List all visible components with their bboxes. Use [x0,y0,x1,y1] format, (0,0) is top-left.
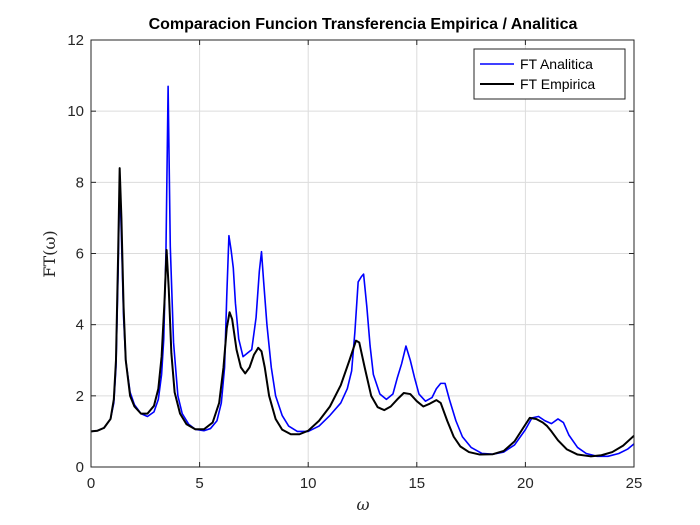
x-tick-label-0: 0 [87,475,95,492]
x-tick-label-5: 25 [626,475,643,492]
legend: FT Analitica FT Empirica [473,48,626,100]
x-tick-label-4: 20 [517,475,534,492]
y-axis-label: FT(ω) [40,230,59,277]
legend-box [473,48,626,100]
series-line-ft-empirica [90,167,635,458]
y-tick-label-0: 0 [76,459,84,476]
chart-title: Comparacion Funcion Transferencia Empiri… [149,16,578,33]
legend-label-1: FT Empirica [520,76,595,92]
y-tick-label-6: 12 [67,32,84,49]
grid-lines [91,40,634,467]
plot-area: 0 5 10 15 20 25 0 2 4 6 8 10 12 [67,32,642,492]
x-tick-label-3: 15 [408,475,425,492]
axis-ticks: 0 5 10 15 20 25 0 2 4 6 8 10 12 [67,32,642,492]
x-tick-label-2: 10 [300,475,317,492]
series-layer [90,85,635,458]
x-axis-label: ω [356,495,369,514]
y-tick-label-1: 2 [76,388,84,405]
y-tick-label-2: 4 [76,317,84,334]
x-tick-label-1: 5 [195,475,203,492]
y-tick-label-5: 10 [67,103,84,120]
legend-label-0: FT Analitica [520,56,593,72]
y-tick-label-3: 6 [76,246,84,263]
y-tick-label-4: 8 [76,174,84,191]
